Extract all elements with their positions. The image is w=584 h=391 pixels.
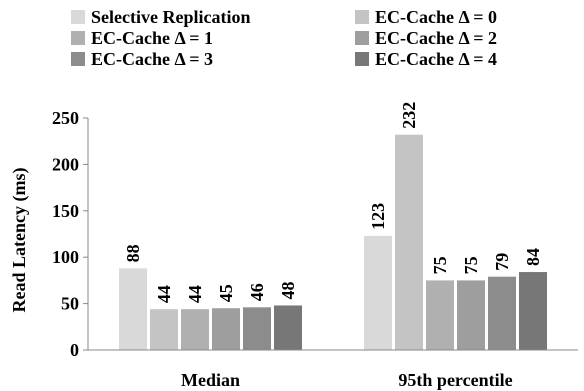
bar	[457, 280, 485, 350]
legend: Selective Replication EC-Cache Δ = 0EC-Ca…	[71, 7, 497, 69]
data-label: 123	[368, 203, 388, 230]
bar	[519, 272, 547, 350]
y-axis: 0 50 100 150 200 250	[52, 108, 89, 360]
bar	[243, 307, 271, 350]
bars: 88 44 44 45 46 48 123 232 75 75 79 84	[119, 102, 547, 350]
legend-swatch	[71, 31, 85, 45]
data-label: 232	[399, 102, 419, 129]
bar	[119, 268, 147, 350]
legend-label: EC-Cache Δ = 2	[375, 28, 497, 48]
y-tick-label: 150	[52, 201, 79, 221]
bar	[150, 309, 178, 350]
legend-swatch	[355, 52, 369, 66]
data-label: 79	[492, 253, 512, 271]
y-tick-label: 50	[61, 294, 79, 314]
x-category-label: 95th percentile	[398, 370, 512, 390]
legend-label: EC-Cache Δ = 3	[91, 49, 213, 69]
legend-swatch	[71, 10, 85, 24]
data-label: 75	[461, 256, 481, 274]
data-label: 88	[123, 244, 143, 262]
data-label: 45	[216, 284, 236, 302]
bar	[212, 308, 240, 350]
legend-swatch	[355, 10, 369, 24]
y-tick-label: 0	[70, 340, 79, 360]
x-axis: Median 95th percentile	[88, 349, 578, 390]
bar	[426, 280, 454, 350]
y-tick-label: 250	[52, 108, 79, 128]
data-label: 44	[185, 285, 205, 303]
legend-label: EC-Cache Δ = 1	[91, 28, 213, 48]
bar	[274, 305, 302, 350]
data-label: 46	[247, 283, 267, 301]
bar	[488, 276, 516, 350]
legend-label: EC-Cache Δ = 0	[375, 7, 497, 27]
legend-label: Selective Replication	[91, 7, 250, 27]
data-label: 48	[278, 281, 298, 299]
y-tick-label: 100	[52, 247, 79, 267]
data-label: 84	[523, 248, 543, 266]
y-axis-label: Read Latency (ms)	[9, 168, 30, 313]
bar	[395, 134, 423, 350]
x-category-label: Median	[181, 370, 240, 390]
legend-label: EC-Cache Δ = 4	[375, 49, 497, 69]
bar	[181, 309, 209, 350]
data-label: 75	[430, 256, 450, 274]
legend-swatch	[355, 31, 369, 45]
data-label: 44	[154, 285, 174, 303]
y-tick-label: 200	[52, 154, 79, 174]
bar	[364, 235, 392, 350]
legend-swatch	[71, 52, 85, 66]
